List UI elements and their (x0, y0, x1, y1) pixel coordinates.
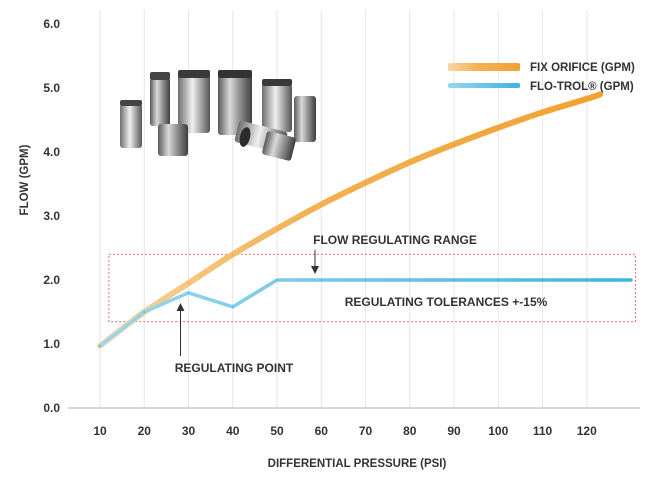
flo-trol-point (143, 311, 146, 313)
fix-orifice-point (231, 253, 234, 256)
flo-trol-point (408, 279, 411, 281)
regulating-point-label: REGULATING POINT (175, 361, 294, 375)
legend-label-fix-orifice: FIX ORIFICE (GPM) (530, 62, 635, 74)
fix-orifice-point (276, 228, 278, 230)
fix-orifice-point (585, 98, 588, 100)
flo-trol-point (99, 345, 101, 347)
x-tick-label: 90 (447, 424, 461, 438)
legend-swatch-fix-orifice (448, 63, 520, 71)
fix-orifice-point (320, 203, 323, 206)
fix-orifice-point (364, 181, 367, 184)
x-tick-label: 20 (138, 424, 152, 438)
y-tick-label: 3.0 (43, 209, 60, 223)
y-axis-title: FLOW (GPM) (19, 144, 31, 215)
flo-trol-point (453, 279, 455, 281)
flow-regulating-range-label: FLOW REGULATING RANGE (313, 233, 477, 247)
x-tick-label: 110 (533, 424, 553, 438)
legend-swatch-flo-trol (448, 83, 520, 88)
y-tick-label: 4.0 (43, 145, 60, 159)
fix-orifice-point (187, 282, 190, 285)
product-photo (120, 70, 316, 161)
flo-trol-point (497, 279, 500, 281)
legend-label-flo-trol: FLO-TROL® (GPM) (530, 81, 634, 93)
regulating-point-arrow-head (176, 303, 185, 311)
legend: FIX ORIFICE (GPM) FLO-TROL® (GPM) (448, 62, 635, 93)
series-points (99, 93, 632, 347)
y-tick-labels: 0.0 1.0 2.0 3.0 4.0 5.0 6.0 (43, 17, 60, 415)
x-tick-label: 80 (403, 424, 417, 438)
y-tick-label: 5.0 (43, 81, 60, 95)
flo-trol-point (187, 292, 190, 294)
range-arrow-head (311, 266, 319, 274)
x-tick-label: 30 (182, 424, 196, 438)
x-tick-label: 10 (93, 424, 107, 438)
flo-trol-point (630, 279, 632, 281)
fix-orifice-point (497, 126, 500, 129)
x-axis-title: DIFFERENTIAL PRESSURE (PSI) (268, 458, 447, 470)
flo-trol-point (585, 279, 588, 281)
x-tick-label: 120 (577, 424, 597, 438)
regulating-tolerances-label: REGULATING TOLERANCES +-15% (345, 295, 548, 309)
y-tick-label: 0.0 (43, 401, 60, 415)
x-tick-label: 100 (488, 424, 508, 438)
x-tick-label: 40 (226, 424, 240, 438)
x-tick-labels: 10 20 30 40 50 60 70 80 90 100 110 120 (93, 424, 597, 438)
fix-orifice-point (599, 93, 601, 96)
fix-orifice-point (453, 143, 455, 146)
flo-trol-point (231, 306, 234, 308)
y-tick-label: 2.0 (43, 273, 60, 287)
x-tick-label: 60 (315, 424, 329, 438)
x-tick-label: 50 (270, 424, 284, 438)
x-tick-label: 70 (359, 424, 373, 438)
flo-trol-point (541, 279, 544, 281)
flo-trol-point (276, 279, 278, 281)
flo-trol-point (320, 279, 323, 281)
y-tick-label: 1.0 (43, 337, 60, 351)
fix-orifice-point (541, 111, 544, 114)
fix-orifice-point (408, 161, 411, 164)
y-tick-label: 6.0 (43, 17, 60, 31)
flo-trol-point (364, 279, 367, 281)
regulating-range-box (108, 253, 636, 323)
